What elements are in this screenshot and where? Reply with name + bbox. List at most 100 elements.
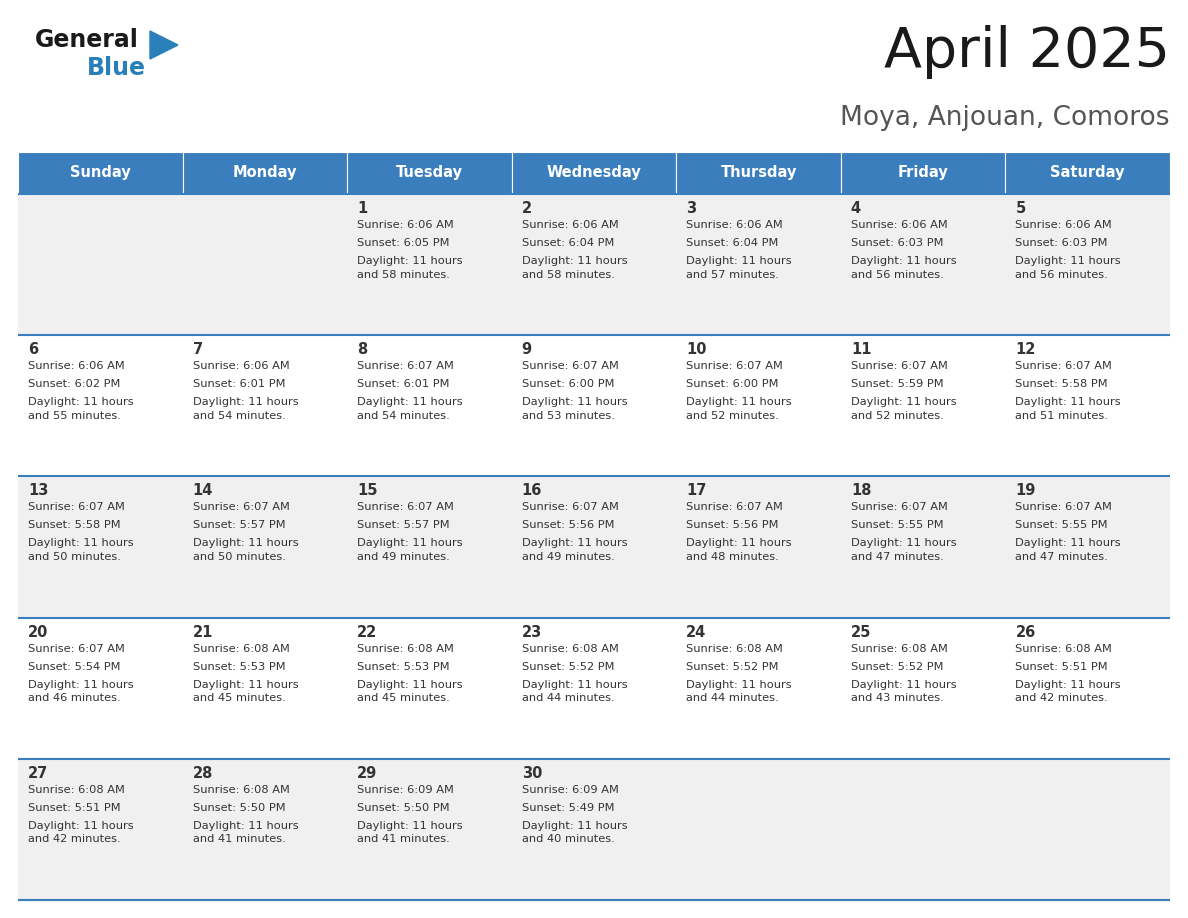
Text: Sunset: 5:57 PM: Sunset: 5:57 PM: [192, 521, 285, 531]
Bar: [841, 152, 1005, 194]
Bar: [1005, 476, 1170, 618]
Bar: [676, 194, 841, 335]
Text: Daylight: 11 hours
and 51 minutes.: Daylight: 11 hours and 51 minutes.: [1016, 397, 1121, 420]
Text: General: General: [34, 28, 139, 52]
Bar: [183, 476, 347, 618]
Bar: [1005, 152, 1170, 194]
Bar: [512, 759, 676, 900]
Text: Daylight: 11 hours
and 50 minutes.: Daylight: 11 hours and 50 minutes.: [192, 538, 298, 562]
Text: Moya, Anjouan, Comoros: Moya, Anjouan, Comoros: [840, 105, 1170, 131]
Text: 8: 8: [358, 342, 367, 357]
Text: Sunrise: 6:06 AM: Sunrise: 6:06 AM: [1016, 220, 1112, 230]
Bar: [18, 335, 183, 476]
Text: Sunrise: 6:08 AM: Sunrise: 6:08 AM: [192, 785, 290, 795]
Text: Sunset: 5:50 PM: Sunset: 5:50 PM: [358, 803, 450, 812]
Text: Daylight: 11 hours
and 46 minutes.: Daylight: 11 hours and 46 minutes.: [29, 679, 133, 703]
Bar: [183, 759, 347, 900]
Text: Sunset: 6:04 PM: Sunset: 6:04 PM: [522, 238, 614, 248]
Text: Sunrise: 6:07 AM: Sunrise: 6:07 AM: [192, 502, 290, 512]
Text: 26: 26: [1016, 624, 1036, 640]
Text: Sunrise: 6:07 AM: Sunrise: 6:07 AM: [358, 361, 454, 371]
Text: Daylight: 11 hours
and 54 minutes.: Daylight: 11 hours and 54 minutes.: [358, 397, 463, 420]
Text: Sunset: 6:03 PM: Sunset: 6:03 PM: [851, 238, 943, 248]
Text: Sunset: 5:57 PM: Sunset: 5:57 PM: [358, 521, 450, 531]
Bar: [676, 152, 841, 194]
Text: Sunset: 6:01 PM: Sunset: 6:01 PM: [358, 379, 449, 389]
Text: Sunday: Sunday: [70, 165, 131, 181]
Text: Tuesday: Tuesday: [396, 165, 463, 181]
Text: 9: 9: [522, 342, 532, 357]
Bar: [676, 759, 841, 900]
Bar: [347, 476, 512, 618]
Text: 24: 24: [687, 624, 707, 640]
Text: Sunrise: 6:08 AM: Sunrise: 6:08 AM: [192, 644, 290, 654]
Text: 28: 28: [192, 766, 213, 781]
Text: Daylight: 11 hours
and 42 minutes.: Daylight: 11 hours and 42 minutes.: [29, 821, 133, 845]
Text: 30: 30: [522, 766, 542, 781]
Text: Daylight: 11 hours
and 58 minutes.: Daylight: 11 hours and 58 minutes.: [522, 256, 627, 280]
Bar: [18, 152, 183, 194]
Bar: [512, 152, 676, 194]
Text: Sunrise: 6:08 AM: Sunrise: 6:08 AM: [358, 644, 454, 654]
Text: Sunset: 5:52 PM: Sunset: 5:52 PM: [522, 662, 614, 672]
Text: 3: 3: [687, 201, 696, 216]
Text: Daylight: 11 hours
and 44 minutes.: Daylight: 11 hours and 44 minutes.: [687, 679, 792, 703]
Text: Sunset: 6:02 PM: Sunset: 6:02 PM: [29, 379, 120, 389]
Text: Sunrise: 6:07 AM: Sunrise: 6:07 AM: [358, 502, 454, 512]
Text: Sunrise: 6:08 AM: Sunrise: 6:08 AM: [29, 785, 125, 795]
Text: Sunset: 5:51 PM: Sunset: 5:51 PM: [29, 803, 121, 812]
Text: Sunrise: 6:06 AM: Sunrise: 6:06 AM: [687, 220, 783, 230]
Text: 19: 19: [1016, 484, 1036, 498]
Text: Sunrise: 6:08 AM: Sunrise: 6:08 AM: [851, 644, 948, 654]
Bar: [1005, 335, 1170, 476]
Text: Sunrise: 6:07 AM: Sunrise: 6:07 AM: [29, 644, 125, 654]
Text: Sunset: 5:53 PM: Sunset: 5:53 PM: [192, 662, 285, 672]
Text: Daylight: 11 hours
and 42 minutes.: Daylight: 11 hours and 42 minutes.: [1016, 679, 1121, 703]
Bar: [183, 152, 347, 194]
Text: Sunset: 5:56 PM: Sunset: 5:56 PM: [522, 521, 614, 531]
Text: Sunset: 5:50 PM: Sunset: 5:50 PM: [192, 803, 285, 812]
Bar: [18, 194, 183, 335]
Text: 7: 7: [192, 342, 203, 357]
Bar: [18, 476, 183, 618]
Text: Sunset: 6:03 PM: Sunset: 6:03 PM: [1016, 238, 1108, 248]
Bar: [347, 152, 512, 194]
Text: 4: 4: [851, 201, 861, 216]
Bar: [512, 335, 676, 476]
Text: Wednesday: Wednesday: [546, 165, 642, 181]
Text: 10: 10: [687, 342, 707, 357]
Text: 25: 25: [851, 624, 871, 640]
Text: Daylight: 11 hours
and 50 minutes.: Daylight: 11 hours and 50 minutes.: [29, 538, 133, 562]
Text: 17: 17: [687, 484, 707, 498]
Text: Sunset: 5:59 PM: Sunset: 5:59 PM: [851, 379, 943, 389]
Bar: [347, 759, 512, 900]
Text: Daylight: 11 hours
and 43 minutes.: Daylight: 11 hours and 43 minutes.: [851, 679, 956, 703]
Bar: [183, 194, 347, 335]
Text: Daylight: 11 hours
and 47 minutes.: Daylight: 11 hours and 47 minutes.: [1016, 538, 1121, 562]
Text: Sunset: 5:51 PM: Sunset: 5:51 PM: [1016, 662, 1108, 672]
Bar: [18, 759, 183, 900]
Text: Sunset: 5:58 PM: Sunset: 5:58 PM: [1016, 379, 1108, 389]
Text: Daylight: 11 hours
and 40 minutes.: Daylight: 11 hours and 40 minutes.: [522, 821, 627, 845]
Text: Daylight: 11 hours
and 52 minutes.: Daylight: 11 hours and 52 minutes.: [851, 397, 956, 420]
Text: Sunset: 5:55 PM: Sunset: 5:55 PM: [1016, 521, 1108, 531]
Text: 27: 27: [29, 766, 49, 781]
Text: Sunset: 5:58 PM: Sunset: 5:58 PM: [29, 521, 121, 531]
Text: Sunset: 5:55 PM: Sunset: 5:55 PM: [851, 521, 943, 531]
Text: Daylight: 11 hours
and 47 minutes.: Daylight: 11 hours and 47 minutes.: [851, 538, 956, 562]
Text: 20: 20: [29, 624, 49, 640]
Bar: [1005, 759, 1170, 900]
Text: 11: 11: [851, 342, 871, 357]
Text: 14: 14: [192, 484, 213, 498]
Polygon shape: [150, 31, 178, 59]
Text: 21: 21: [192, 624, 213, 640]
Bar: [1005, 618, 1170, 759]
Text: Sunrise: 6:06 AM: Sunrise: 6:06 AM: [192, 361, 290, 371]
Text: Daylight: 11 hours
and 49 minutes.: Daylight: 11 hours and 49 minutes.: [358, 538, 463, 562]
Text: Sunset: 5:53 PM: Sunset: 5:53 PM: [358, 662, 450, 672]
Text: Daylight: 11 hours
and 45 minutes.: Daylight: 11 hours and 45 minutes.: [192, 679, 298, 703]
Bar: [512, 194, 676, 335]
Text: 2: 2: [522, 201, 532, 216]
Bar: [18, 618, 183, 759]
Text: 18: 18: [851, 484, 871, 498]
